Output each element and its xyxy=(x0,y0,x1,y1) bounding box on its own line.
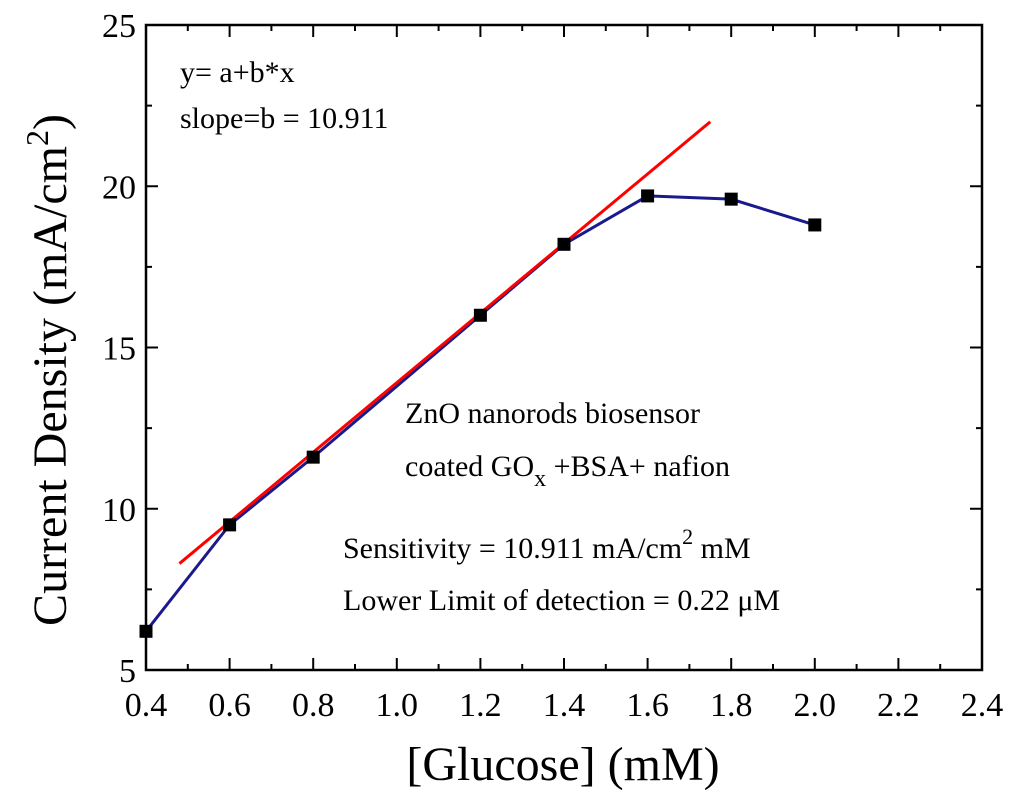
y-tick-label: 5 xyxy=(119,653,136,690)
x-tick-label: 2.2 xyxy=(877,687,920,724)
sensor-description-line2: coated GOx +BSA+ nafion xyxy=(405,450,730,492)
x-tick-label: 1.8 xyxy=(710,687,753,724)
x-tick-label: 1.6 xyxy=(626,687,669,724)
sensitivity-value: Sensitivity = 10.911 mA/cm2 mM xyxy=(343,524,751,565)
data-point-marker xyxy=(557,237,571,251)
data-point-marker xyxy=(306,450,320,464)
x-tick-label: 0.4 xyxy=(125,687,168,724)
data-point-marker xyxy=(641,189,655,203)
x-axis-title: [Glucose] (mM) xyxy=(406,738,719,791)
x-tick-label: 2.4 xyxy=(961,687,1004,724)
series-layer xyxy=(139,120,822,638)
y-tick-label: 10 xyxy=(102,492,136,529)
data-point-marker xyxy=(473,308,487,322)
fit-equation: y= a+b*x xyxy=(180,56,295,89)
data-point-marker xyxy=(724,192,738,206)
x-tick-label: 1.0 xyxy=(376,687,419,724)
y-tick-label: 15 xyxy=(102,331,136,368)
x-tick-label: 1.2 xyxy=(459,687,502,724)
data-point-marker xyxy=(808,218,822,232)
x-tick-label: 0.8 xyxy=(292,687,335,724)
x-tick-label: 0.6 xyxy=(208,687,251,724)
axis-tick-labels: 0.4 0.6 0.8 1.0 1.2 1.4 1.6 1.8 2.0 2.2 2.4 5 10 15 20… xyxy=(102,8,1003,724)
linear-fit-line xyxy=(178,120,712,565)
data-point-marker xyxy=(223,518,237,532)
fit-slope: slope=b = 10.911 xyxy=(180,102,389,135)
plot-frame xyxy=(144,23,984,672)
y-axis-title: Current Density (mA/cm2) xyxy=(19,114,77,626)
detection-limit: Lower Limit of detection = 0.22 μM xyxy=(343,584,780,617)
sensor-description-line1: ZnO nanorods biosensor xyxy=(405,397,700,430)
x-tick-label: 1.4 xyxy=(543,687,586,724)
y-tick-label: 25 xyxy=(102,8,136,45)
y-tick-label: 20 xyxy=(102,169,136,206)
x-tick-label: 2.0 xyxy=(794,687,837,724)
